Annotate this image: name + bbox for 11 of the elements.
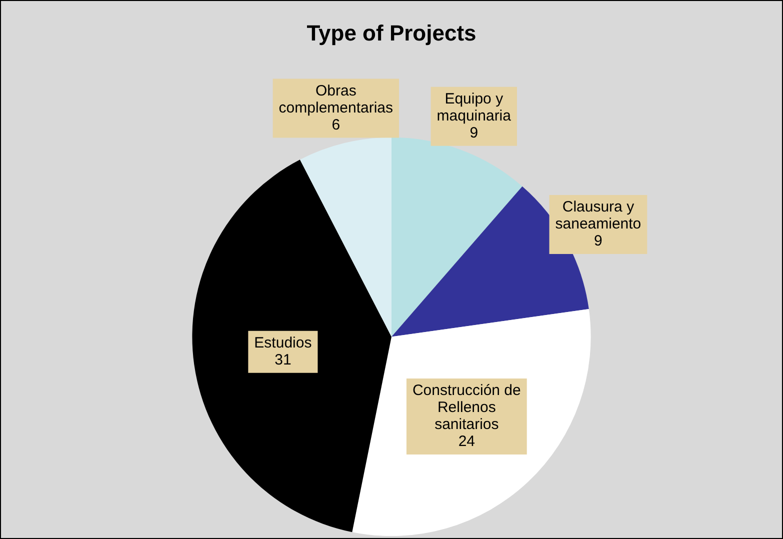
data-label: 24 — [458, 433, 476, 450]
data-label: 9 — [594, 232, 602, 250]
chart-title: Type of Projects — [306, 20, 476, 46]
slice-label: Obras complementarias — [278, 82, 394, 116]
slice-label: Clausura y saneamiento — [555, 198, 642, 233]
data-label: 9 — [470, 124, 478, 142]
slice-label: Estudios — [254, 334, 312, 352]
data-label: 6 — [332, 116, 340, 134]
slice-label: Construcción de Rellenos sanitarios — [412, 382, 521, 434]
data-label: 31 — [274, 352, 292, 369]
slice-label: Equipo y maquinaria — [436, 90, 512, 125]
